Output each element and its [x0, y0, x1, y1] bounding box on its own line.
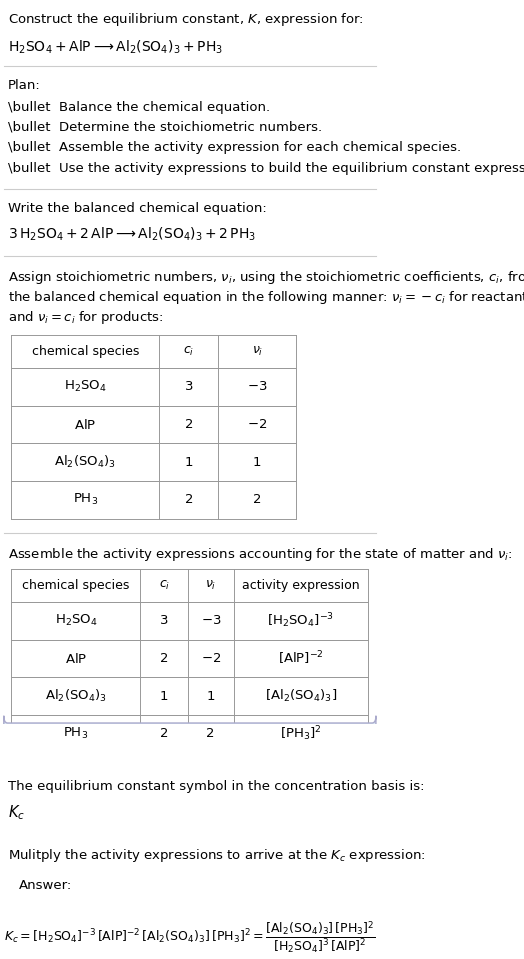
Text: $\mathrm{AlP}$: $\mathrm{AlP}$ — [74, 417, 96, 432]
Text: $K_c$: $K_c$ — [7, 804, 25, 822]
Text: $\mathrm{AlP}$: $\mathrm{AlP}$ — [65, 651, 87, 666]
Text: Assign stoichiometric numbers, $\nu_i$, using the stoichiometric coefficients, $: Assign stoichiometric numbers, $\nu_i$, … — [7, 269, 524, 286]
Text: $c_i$: $c_i$ — [183, 345, 194, 359]
Text: 1: 1 — [160, 690, 169, 703]
Text: $-2$: $-2$ — [247, 418, 267, 431]
Text: 1: 1 — [184, 456, 193, 469]
Text: Plan:: Plan: — [7, 79, 40, 92]
Text: $c_i$: $c_i$ — [159, 579, 170, 593]
Text: Assemble the activity expressions accounting for the state of matter and $\nu_i$: Assemble the activity expressions accoun… — [7, 547, 512, 563]
Text: $\mathrm{H_2SO_4 + AlP \longrightarrow Al_2(SO_4)_3 + PH_3}$: $\mathrm{H_2SO_4 + AlP \longrightarrow A… — [7, 38, 223, 56]
Text: chemical species: chemical species — [32, 345, 139, 359]
Text: $[\mathrm{H_2SO_4}]^{-3}$: $[\mathrm{H_2SO_4}]^{-3}$ — [267, 612, 334, 630]
Text: $\mathrm{Al_2(SO_4)_3}$: $\mathrm{Al_2(SO_4)_3}$ — [54, 455, 116, 470]
Text: 2: 2 — [206, 727, 215, 740]
Text: 3: 3 — [160, 615, 169, 627]
Text: 2: 2 — [253, 493, 261, 506]
Text: 1: 1 — [253, 456, 261, 469]
Text: $-2$: $-2$ — [201, 652, 221, 665]
Text: \bullet  Determine the stoichiometric numbers.: \bullet Determine the stoichiometric num… — [7, 121, 322, 134]
Text: $\nu_i$: $\nu_i$ — [252, 345, 263, 359]
Text: the balanced chemical equation in the following manner: $\nu_i = -c_i$ for react: the balanced chemical equation in the fo… — [7, 289, 524, 306]
Text: $[\mathrm{AlP}]^{-2}$: $[\mathrm{AlP}]^{-2}$ — [278, 650, 324, 667]
Text: $[\mathrm{PH_3}]^2$: $[\mathrm{PH_3}]^2$ — [280, 724, 322, 743]
FancyBboxPatch shape — [4, 715, 376, 869]
Text: $\mathrm{H_2SO_4}$: $\mathrm{H_2SO_4}$ — [54, 614, 97, 628]
Text: $[\mathrm{Al_2(SO_4)_3}]$: $[\mathrm{Al_2(SO_4)_3}]$ — [265, 689, 337, 704]
Text: \bullet  Balance the chemical equation.: \bullet Balance the chemical equation. — [7, 101, 270, 114]
Text: \bullet  Assemble the activity expression for each chemical species.: \bullet Assemble the activity expression… — [7, 141, 461, 154]
Text: $-3$: $-3$ — [201, 615, 221, 627]
Text: $K_c = [\mathrm{H_2SO_4}]^{-3}\,[\mathrm{AlP}]^{-2}\,[\mathrm{Al_2(SO_4)_3}]\,[\: $K_c = [\mathrm{H_2SO_4}]^{-3}\,[\mathrm… — [4, 920, 376, 955]
Text: Answer:: Answer: — [19, 879, 72, 893]
Text: $\mathrm{PH_3}$: $\mathrm{PH_3}$ — [63, 726, 89, 741]
Text: 3: 3 — [184, 381, 193, 393]
Text: $\mathrm{3\, H_2SO_4 + 2\, AlP \longrightarrow Al_2(SO_4)_3 + 2\, PH_3}$: $\mathrm{3\, H_2SO_4 + 2\, AlP \longrigh… — [7, 225, 256, 243]
Text: 2: 2 — [160, 652, 169, 665]
Text: chemical species: chemical species — [22, 579, 129, 593]
Text: Write the balanced chemical equation:: Write the balanced chemical equation: — [7, 202, 266, 215]
Text: $\mathrm{Al_2(SO_4)_3}$: $\mathrm{Al_2(SO_4)_3}$ — [45, 689, 107, 704]
Text: 2: 2 — [160, 727, 169, 740]
Text: activity expression: activity expression — [242, 579, 360, 593]
Text: 1: 1 — [206, 690, 215, 703]
Text: 2: 2 — [184, 493, 193, 506]
Text: The equilibrium constant symbol in the concentration basis is:: The equilibrium constant symbol in the c… — [7, 781, 424, 793]
Text: $\mathrm{PH_3}$: $\mathrm{PH_3}$ — [73, 492, 98, 507]
Text: Construct the equilibrium constant, $K$, expression for:: Construct the equilibrium constant, $K$,… — [7, 11, 364, 28]
Text: \bullet  Use the activity expressions to build the equilibrium constant expressi: \bullet Use the activity expressions to … — [7, 161, 524, 175]
Text: $-3$: $-3$ — [247, 381, 268, 393]
Text: and $\nu_i = c_i$ for products:: and $\nu_i = c_i$ for products: — [7, 310, 163, 326]
Text: $\mathrm{H_2SO_4}$: $\mathrm{H_2SO_4}$ — [64, 380, 107, 394]
Text: 2: 2 — [184, 418, 193, 431]
Text: Mulitply the activity expressions to arrive at the $K_c$ expression:: Mulitply the activity expressions to arr… — [7, 847, 425, 864]
Text: $\nu_i$: $\nu_i$ — [205, 579, 216, 593]
